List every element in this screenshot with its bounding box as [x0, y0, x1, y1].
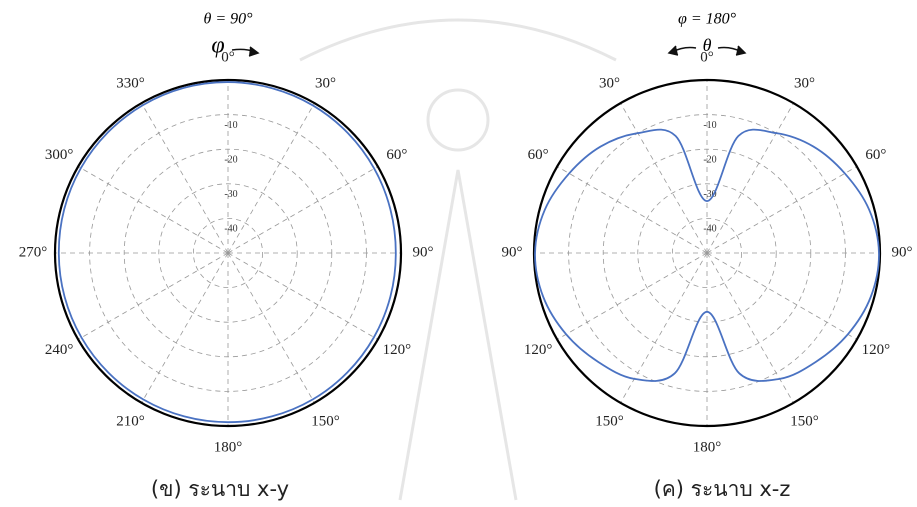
spoke — [706, 102, 794, 254]
spoke — [227, 102, 315, 254]
spoke — [706, 252, 794, 404]
angle-label: 0° — [700, 49, 714, 65]
angle-label: 30° — [599, 76, 620, 92]
angle-label: 150° — [595, 413, 624, 429]
annotation: θ — [703, 35, 712, 55]
angle-label: 330° — [116, 76, 145, 92]
spoke — [141, 252, 229, 404]
annotation: θ = 90° — [203, 11, 253, 28]
annotation: φ = 180° — [678, 11, 737, 28]
spoke — [556, 166, 708, 254]
angle-label: 150° — [311, 413, 340, 429]
arrow-phi — [231, 46, 260, 57]
angle-label: 60° — [865, 147, 886, 163]
r-tick-label: -30 — [703, 189, 716, 200]
r-tick-label: -40 — [224, 224, 237, 235]
outer-circle — [532, 78, 882, 428]
caption: (ค) ระนาบ x-z — [654, 477, 791, 501]
spoke — [227, 166, 379, 254]
angle-label: 90° — [892, 244, 913, 260]
pattern-line — [57, 81, 397, 424]
r-tick-label: -20 — [224, 154, 237, 165]
grid-circle — [89, 114, 367, 392]
spoke — [77, 166, 229, 254]
angle-label: 270° — [19, 244, 48, 260]
caption: (ข) ระนาบ x-y — [151, 477, 289, 501]
spoke — [141, 102, 229, 254]
angle-label: 150° — [790, 413, 819, 429]
r-tick-label: -10 — [224, 120, 237, 131]
angle-label: 120° — [862, 342, 891, 358]
spoke — [556, 252, 708, 340]
grid-circle — [602, 148, 812, 358]
grid-circle — [568, 114, 846, 392]
angle-label: 180° — [214, 439, 243, 455]
spoke — [706, 252, 858, 340]
pattern-line — [534, 128, 880, 382]
spoke — [227, 252, 315, 404]
angle-label: 120° — [383, 342, 412, 358]
r-tick-label: -30 — [224, 189, 237, 200]
grid-circle — [158, 183, 298, 323]
watermark — [299, 18, 617, 501]
outer-circle — [53, 78, 403, 428]
angle-label: 60° — [528, 147, 549, 163]
grid-circle — [672, 217, 743, 288]
spoke — [227, 252, 379, 340]
angle-label: 300° — [45, 147, 74, 163]
spoke — [620, 102, 708, 254]
angle-label: 60° — [386, 147, 407, 163]
angle-label: 180° — [693, 439, 722, 455]
annotation: φ — [211, 33, 224, 59]
angle-label: 90° — [413, 244, 434, 260]
spoke — [77, 252, 229, 340]
angle-label: 120° — [524, 342, 553, 358]
arrow-theta — [667, 45, 747, 56]
angle-label: 240° — [45, 342, 74, 358]
r-tick-label: -10 — [703, 120, 716, 131]
grid-circle — [123, 148, 333, 358]
r-tick-label: -40 — [703, 224, 716, 235]
spoke — [706, 166, 858, 254]
angle-label: 30° — [315, 76, 336, 92]
angle-label: 0° — [221, 49, 235, 65]
grid-circle — [192, 217, 263, 288]
grid-circle — [637, 183, 777, 323]
r-tick-label: -20 — [703, 154, 716, 165]
spoke — [620, 252, 708, 404]
angle-label: 90° — [502, 244, 523, 260]
angle-label: 30° — [794, 76, 815, 92]
angle-label: 210° — [116, 413, 145, 429]
